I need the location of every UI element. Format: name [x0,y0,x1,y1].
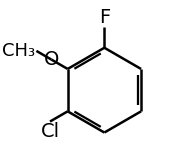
Text: O: O [44,50,59,69]
Text: CH₃: CH₃ [3,42,36,60]
Text: F: F [99,8,110,27]
Text: Cl: Cl [40,122,60,141]
